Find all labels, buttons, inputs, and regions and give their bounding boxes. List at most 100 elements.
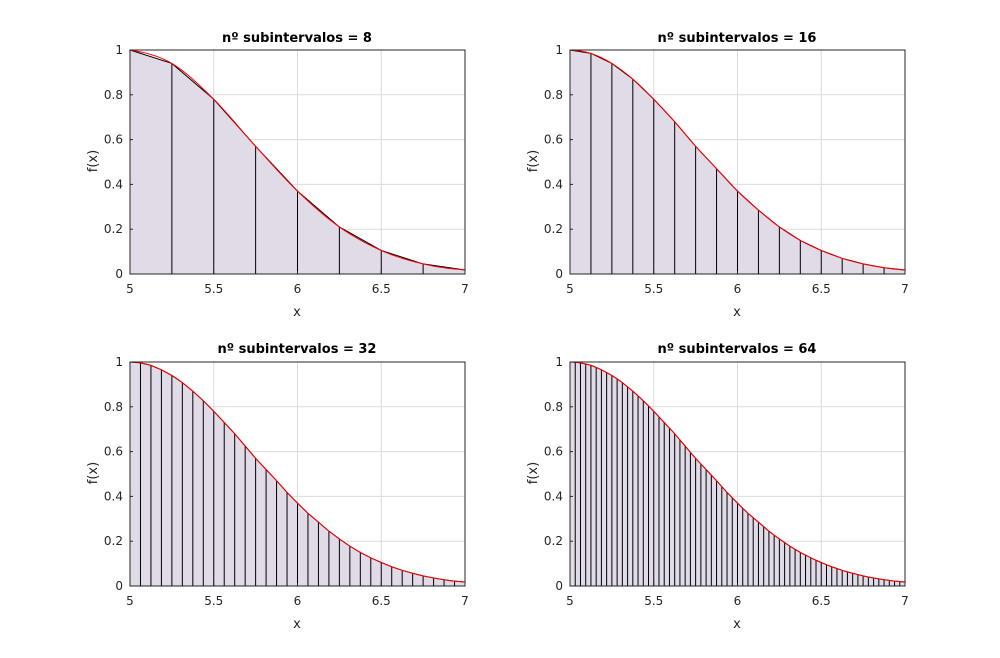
x-tick-label: 5 xyxy=(566,594,574,608)
trapezoid xyxy=(130,362,141,586)
trapezoid xyxy=(575,362,581,586)
trapezoid xyxy=(130,50,172,274)
x-tick-label: 5 xyxy=(566,282,574,296)
y-tick-label: 0.8 xyxy=(104,400,123,414)
y-tick-label: 0 xyxy=(555,267,563,281)
x-tick-label: 5.5 xyxy=(204,282,223,296)
trapezoid xyxy=(737,503,743,586)
y-tick-label: 0.2 xyxy=(104,534,123,548)
y-axis-label: f(x) xyxy=(86,150,101,172)
trapezoid xyxy=(690,452,696,586)
trapezoid xyxy=(140,362,151,586)
trapezoid xyxy=(433,577,445,586)
y-tick-label: 0.8 xyxy=(544,88,563,102)
y-tick-label: 1 xyxy=(115,43,123,57)
y-tick-label: 0.4 xyxy=(104,489,123,503)
y-tick-label: 0.4 xyxy=(544,177,563,191)
x-tick-label: 6 xyxy=(734,282,742,296)
y-tick-label: 1 xyxy=(555,355,563,369)
plot-area xyxy=(569,49,906,275)
trapezoid xyxy=(297,503,308,586)
x-axis-label: x xyxy=(293,617,301,632)
subplot-title: nº subintervalos = 64 xyxy=(658,342,817,357)
trapezoid xyxy=(632,391,639,586)
trapezoid xyxy=(716,168,738,274)
x-axis-label: x xyxy=(293,305,301,320)
trapezoid xyxy=(732,497,738,586)
function-curve xyxy=(569,49,906,271)
x-tick-label: 6 xyxy=(734,594,742,608)
x-tick-label: 6.5 xyxy=(812,282,831,296)
trapezoid xyxy=(721,486,728,586)
trapezoid xyxy=(669,428,675,586)
trapezoid xyxy=(213,99,256,274)
x-tick-label: 7 xyxy=(461,282,469,296)
trapezoid xyxy=(606,372,612,586)
trapezoid xyxy=(224,422,235,586)
trapezoid xyxy=(203,400,214,586)
x-axis-label: x xyxy=(733,305,741,320)
trapezoid xyxy=(679,439,686,586)
plot-area xyxy=(569,361,906,587)
trapezoid xyxy=(685,446,691,586)
trapezoid xyxy=(653,411,659,586)
trapezoid xyxy=(617,378,623,586)
trapezoid xyxy=(601,369,607,586)
y-tick-label: 0.6 xyxy=(104,445,123,459)
y-tick-label: 0.4 xyxy=(544,489,563,503)
trapezoid xyxy=(884,579,890,586)
function-curve xyxy=(569,361,906,583)
subplot-1: nº subintervalos = 8 x f(x) 5 5.5 6 6.5 7 0 0.… xyxy=(86,31,469,320)
trapezoid xyxy=(658,416,665,586)
trapezoid xyxy=(339,226,382,274)
y-tick-label: 0 xyxy=(115,579,123,593)
trapezoid xyxy=(852,573,858,586)
trapezoid xyxy=(674,433,680,586)
y-axis-label: f(x) xyxy=(86,462,101,484)
trapezoid xyxy=(831,566,837,586)
trapezoid xyxy=(570,50,591,274)
trapezoid xyxy=(795,549,801,586)
y-tick-label: 0.4 xyxy=(104,177,123,191)
plot-area xyxy=(129,361,466,587)
trapezoid xyxy=(245,446,256,586)
y-tick-label: 0.2 xyxy=(544,222,563,236)
trapezoid xyxy=(653,99,675,274)
trapezoid xyxy=(381,250,424,274)
y-tick-label: 1 xyxy=(555,43,563,57)
trapezoid xyxy=(444,579,455,586)
trapezoid xyxy=(774,535,780,586)
x-tick-label: 7 xyxy=(901,594,909,608)
trapezoid xyxy=(234,433,246,586)
trapezoid xyxy=(700,463,707,586)
trapezoid xyxy=(899,581,905,586)
trapezoid xyxy=(763,526,769,586)
trapezoid xyxy=(627,386,633,586)
trapezoid xyxy=(192,391,204,586)
trapezoid xyxy=(800,552,806,586)
trapezoid xyxy=(816,560,822,586)
trapezoid xyxy=(328,531,340,586)
trapezoid xyxy=(753,517,759,586)
trapezoid xyxy=(674,121,696,275)
y-tick-label: 0.6 xyxy=(104,133,123,147)
trapezoid xyxy=(391,566,403,586)
trapezoid xyxy=(716,480,722,586)
x-tick-label: 6 xyxy=(294,594,302,608)
trapezoid xyxy=(213,411,225,586)
subplot-2: nº subintervalos = 16 x f(x) 5 5.5 6 6.5 7 0 0… xyxy=(526,31,909,320)
trapezoid xyxy=(318,522,329,586)
trapezoid xyxy=(821,250,843,274)
trapezoid xyxy=(868,577,874,586)
trapezoid xyxy=(276,480,288,586)
trapezoid xyxy=(266,469,277,586)
trapezoid xyxy=(779,226,801,274)
x-tick-label: 5.5 xyxy=(644,282,663,296)
trapezoid xyxy=(287,492,298,586)
y-tick-label: 0 xyxy=(115,267,123,281)
x-tick-label: 6.5 xyxy=(372,594,391,608)
y-tick-label: 0.2 xyxy=(104,222,123,236)
trapezoid xyxy=(590,53,612,274)
trapezoid xyxy=(622,382,628,586)
